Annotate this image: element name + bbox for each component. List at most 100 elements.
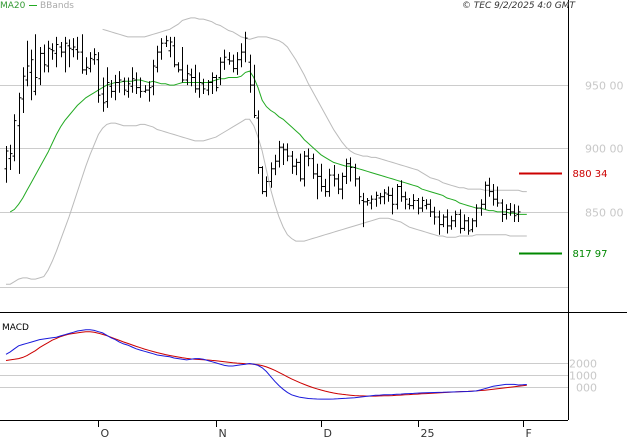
support-level-label: 817 97: [573, 249, 608, 260]
ohlc-bar: [445, 209, 450, 234]
ohlc-bar: [369, 195, 374, 210]
ohlc-bar: [222, 49, 227, 70]
macd-lines: [5, 329, 527, 400]
ohlc-bar: [365, 198, 370, 206]
ohlc-bar: [92, 48, 97, 65]
ohlc-bar: [17, 92, 22, 174]
ohlc-bar: [479, 199, 484, 216]
ohlc-bar: [201, 78, 206, 94]
ohlc-bar: [155, 45, 160, 73]
price-panel: 850 00 900 00 950 00 880 34 817 97: [0, 0, 627, 313]
ohlc-bar: [470, 218, 475, 233]
ohlc-bar: [357, 176, 362, 205]
legend-bbands: BBands: [40, 1, 74, 11]
macd-y-tick-label: 2000: [569, 358, 597, 371]
x-tick-label: D: [324, 427, 332, 440]
ohlc-bar: [12, 114, 17, 162]
ohlc-bar: [353, 163, 358, 187]
ohlc-bar: [374, 191, 379, 207]
ohlc-bar: [206, 80, 211, 96]
ohlc-bar: [432, 206, 437, 225]
ohlc-bar: [332, 165, 337, 187]
ohlc-bar: [176, 62, 181, 73]
ohlc-bar: [21, 67, 26, 113]
ohlc-bar: [327, 168, 332, 197]
resistance-level-label: 880 34: [573, 169, 608, 180]
ohlc-bar: [441, 214, 446, 228]
ohlc-bar: [348, 157, 353, 182]
ma20-series-line: [9, 70, 527, 215]
ohlc-bar: [256, 110, 261, 174]
ohlc-bar: [71, 38, 76, 58]
ohlc-bar: [25, 40, 30, 87]
ohlc-bar: [59, 42, 64, 58]
ohlc-bar: [239, 43, 244, 68]
ohlc-bar: [462, 214, 467, 231]
bband-upper-line: [102, 17, 527, 193]
ohlc-bar: [382, 189, 387, 205]
macd-y-tick-label: 1000: [569, 370, 597, 383]
ohlc-bar: [428, 199, 433, 217]
ohlc-bar: [466, 217, 471, 235]
ohlc-bar: [126, 77, 131, 98]
ohlc-bar: [113, 74, 118, 101]
ohlc-bar: [378, 192, 383, 205]
ohlc-bar: [29, 49, 34, 101]
ohlc-bar: [516, 205, 521, 222]
ohlc-bar: [63, 36, 68, 73]
ohlc-bar: [260, 166, 265, 195]
macd-line: [5, 329, 527, 400]
ohlc-bar: [210, 72, 215, 94]
ohlc-bar: [420, 196, 425, 212]
ohlc-bar: [168, 36, 173, 58]
ohlc-bar: [84, 57, 89, 75]
level-lines: 880 34 817 97: [519, 169, 608, 260]
ohlc-bar: [306, 148, 311, 167]
ohlc-bar: [399, 180, 404, 202]
ohlc-bar: [197, 72, 202, 98]
ohlc-bar: [235, 52, 240, 75]
ohlc-bar: [311, 153, 316, 179]
ohlc-bar: [143, 85, 148, 93]
macd-y-tick-label: 000: [576, 382, 597, 395]
bband-lower-line: [6, 118, 527, 285]
legend: MA20 BBands © TEC 9/2/2025 4:0 GMT: [0, 1, 576, 11]
price-y-tick-label: 850 00: [585, 207, 624, 220]
ohlc-bar: [264, 176, 269, 197]
ohlc-bar: [458, 209, 463, 234]
ohlc-bar: [164, 35, 169, 47]
ohlc-bar: [50, 43, 55, 60]
ohlc-bar: [243, 31, 248, 63]
ohlc-bar: [46, 40, 51, 73]
ohlc-bar: [361, 192, 366, 228]
ohlc-bar: [75, 36, 80, 60]
ohlc-bar: [315, 163, 320, 200]
ohlc-bar: [105, 67, 110, 108]
ohlc-bar: [302, 151, 307, 187]
x-tick-label: 25: [421, 427, 435, 440]
ohlc-bar: [189, 68, 194, 87]
ohlc-bar: [453, 210, 458, 228]
ohlc-bar: [269, 162, 274, 188]
ohlc-bar: [416, 198, 421, 215]
ohlc-bar: [172, 36, 177, 68]
ohlc-bar: [277, 140, 282, 168]
legend-ma20: MA20: [0, 1, 26, 11]
ohlc-bar: [437, 210, 442, 235]
ohlc-bar: [273, 154, 278, 176]
ohlc-bar: [38, 47, 43, 86]
ma20-line: [9, 70, 527, 215]
ohlc-bar: [491, 184, 496, 206]
price-y-tick-label: 950 00: [585, 80, 624, 93]
bbands-lines: [6, 17, 527, 285]
price-y-tick-label: 900 00: [585, 143, 624, 156]
ohlc-bar: [512, 204, 517, 222]
ohlc-bar: [281, 143, 286, 165]
ohlc-bar: [227, 52, 232, 65]
ohlc-bar: [500, 199, 505, 222]
ohlc-bar: [33, 34, 38, 96]
ohlc-bar: [487, 177, 492, 197]
ohlc-bar: [180, 47, 185, 83]
